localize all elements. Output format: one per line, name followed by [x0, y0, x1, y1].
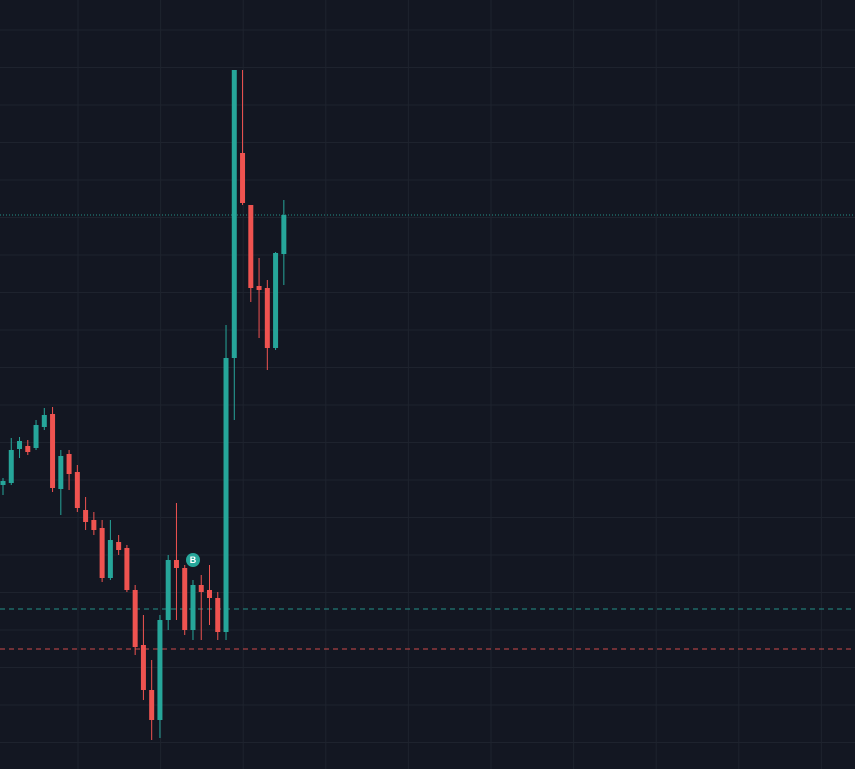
candle-body [190, 585, 196, 630]
candle-body [25, 446, 31, 452]
candle-body [264, 288, 270, 348]
candle-body [273, 253, 279, 348]
trade-marker-label: B [190, 555, 197, 565]
candle-body [41, 415, 47, 427]
candle-body [215, 598, 221, 632]
candle-body [116, 542, 122, 550]
candle-body [198, 585, 204, 592]
candle-body [132, 590, 138, 647]
candle-body [91, 520, 97, 530]
candle-body [8, 450, 14, 483]
candle-body [281, 215, 287, 254]
trade-marker [186, 553, 200, 567]
candle-body [99, 528, 105, 578]
candle-body [107, 540, 113, 578]
candle-body [182, 568, 188, 630]
candle-body [140, 645, 146, 690]
candle-body [165, 560, 171, 620]
candle-body [83, 510, 89, 522]
candle-body [50, 414, 56, 488]
candle-body [256, 286, 262, 290]
candle-body [173, 560, 179, 568]
candle-body [0, 481, 6, 485]
candle-body [74, 472, 80, 508]
candle-body [223, 358, 229, 632]
candle-body [157, 620, 163, 720]
candle-body [33, 425, 39, 448]
candle-body [231, 70, 237, 358]
candle-body [240, 153, 246, 203]
candle-body [207, 590, 212, 598]
candle-body [58, 456, 64, 489]
candle-body [149, 690, 155, 720]
candle-body [248, 205, 254, 288]
candle-body [17, 441, 23, 449]
candle-body [124, 548, 130, 590]
candle-body [66, 454, 72, 474]
